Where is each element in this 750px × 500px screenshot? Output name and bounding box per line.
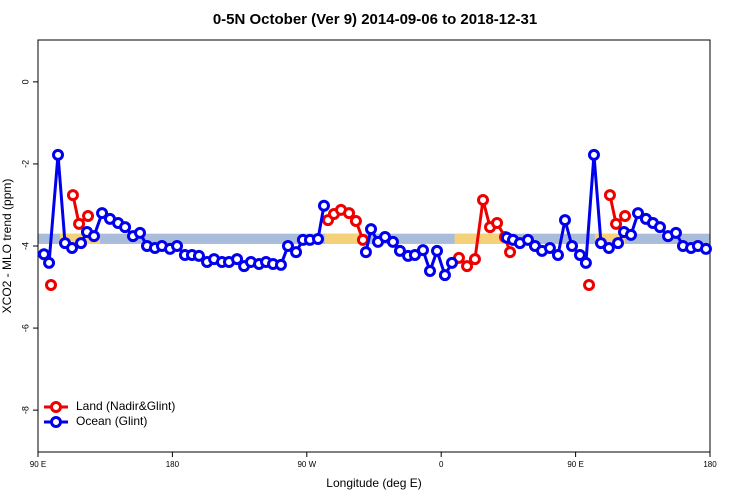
data-point bbox=[43, 256, 56, 269]
data-point bbox=[603, 189, 616, 202]
data-point bbox=[551, 249, 564, 262]
y-tick-label: -8 bbox=[20, 406, 30, 414]
data-point bbox=[82, 210, 95, 223]
x-tick-label: 90 W bbox=[297, 460, 316, 469]
data-point bbox=[424, 265, 436, 278]
data-point bbox=[231, 253, 244, 266]
y-tick-label: -2 bbox=[20, 160, 30, 168]
y-tick-label: 0 bbox=[20, 79, 30, 84]
data-point bbox=[349, 214, 362, 227]
data-point bbox=[343, 207, 356, 220]
data-point bbox=[521, 233, 534, 246]
data-point bbox=[171, 240, 184, 252]
data-point bbox=[699, 242, 712, 255]
data-point bbox=[504, 246, 517, 259]
data-point bbox=[477, 194, 490, 207]
data-point bbox=[445, 256, 458, 269]
data-point bbox=[52, 148, 65, 161]
data-point bbox=[75, 237, 88, 250]
data-point bbox=[491, 217, 504, 230]
x-tick-label: 180 bbox=[703, 460, 717, 469]
y-axis-label: XCO2 - MLO trend (ppm) bbox=[0, 179, 14, 314]
x-axis-label: Longitude (deg E) bbox=[326, 476, 421, 490]
data-point bbox=[583, 278, 596, 291]
data-point bbox=[44, 278, 57, 291]
legend-label: Ocean (Glint) bbox=[76, 414, 147, 428]
data-point bbox=[119, 221, 132, 234]
data-point bbox=[612, 237, 625, 250]
data-point bbox=[393, 244, 406, 257]
data-point bbox=[573, 249, 586, 262]
data-point bbox=[133, 226, 146, 239]
data-point bbox=[653, 221, 666, 234]
legend-marker bbox=[50, 416, 62, 428]
chart-title: 0-5N October (Ver 9) 2014-09-06 to 2018-… bbox=[213, 11, 537, 28]
data-point bbox=[192, 249, 205, 262]
data-point bbox=[66, 242, 79, 255]
data-point bbox=[365, 223, 378, 236]
legend-label: Land (Nadir&Glint) bbox=[76, 399, 175, 413]
data-point bbox=[625, 228, 638, 241]
data-point bbox=[669, 226, 682, 239]
data-point bbox=[281, 240, 294, 252]
x-tick-label: 0 bbox=[439, 460, 444, 469]
legend-marker bbox=[50, 401, 62, 413]
data-point bbox=[558, 214, 571, 227]
x-tick-label: 90 E bbox=[567, 460, 583, 469]
data-point bbox=[317, 199, 330, 212]
data-point bbox=[408, 249, 421, 262]
data-point bbox=[88, 230, 100, 243]
y-tick-label: -4 bbox=[20, 242, 30, 250]
data-point bbox=[587, 148, 600, 161]
data-point bbox=[37, 248, 50, 261]
data-point bbox=[96, 207, 109, 220]
data-point bbox=[312, 233, 324, 246]
data-point bbox=[619, 210, 632, 223]
data-point bbox=[66, 189, 79, 202]
land-band bbox=[595, 233, 625, 244]
data-point bbox=[461, 260, 474, 273]
data-point bbox=[566, 240, 579, 252]
x-tick-label: 180 bbox=[166, 460, 180, 469]
data-point bbox=[431, 244, 444, 257]
data-point bbox=[632, 207, 645, 220]
x-tick-label: 90 E bbox=[30, 460, 46, 469]
data-point bbox=[579, 256, 592, 269]
data-point bbox=[274, 258, 287, 271]
data-point bbox=[359, 246, 372, 259]
data-point bbox=[356, 233, 369, 246]
data-point bbox=[543, 242, 556, 255]
data-point bbox=[73, 217, 86, 230]
data-point bbox=[610, 217, 623, 230]
data-point bbox=[602, 242, 615, 255]
y-tick-label: -6 bbox=[20, 324, 30, 332]
data-point bbox=[290, 246, 303, 259]
data-point bbox=[438, 269, 451, 282]
land-band bbox=[324, 233, 366, 244]
data-point bbox=[468, 253, 481, 266]
land-band bbox=[454, 233, 510, 244]
data-point bbox=[416, 244, 429, 257]
data-point bbox=[386, 235, 399, 248]
